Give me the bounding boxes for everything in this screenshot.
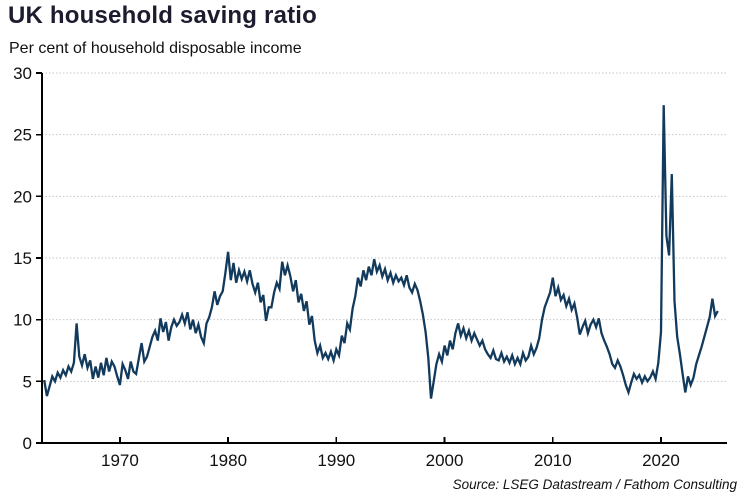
y-tick-label: 5 <box>23 372 32 391</box>
x-tick-label: 2000 <box>426 451 464 470</box>
x-tick-label: 2020 <box>642 451 680 470</box>
series-line <box>43 105 719 399</box>
x-tick-label: 1980 <box>209 451 247 470</box>
chart-subtitle: Per cent of household disposable income <box>9 40 302 57</box>
x-tick-label: 1970 <box>101 451 139 470</box>
y-tick-label: 15 <box>13 249 32 268</box>
y-tick-label: 20 <box>13 187 32 206</box>
x-tick-label: 2010 <box>534 451 572 470</box>
y-tick-label: 30 <box>13 64 32 83</box>
y-tick-label: 10 <box>13 311 32 330</box>
x-tick-label: 1990 <box>317 451 355 470</box>
chart-title: UK household saving ratio <box>8 2 318 29</box>
y-tick-label: 0 <box>23 434 32 453</box>
source-note: Source: LSEG Datastream / Fathom Consult… <box>452 477 737 492</box>
y-tick-label: 25 <box>13 126 32 145</box>
